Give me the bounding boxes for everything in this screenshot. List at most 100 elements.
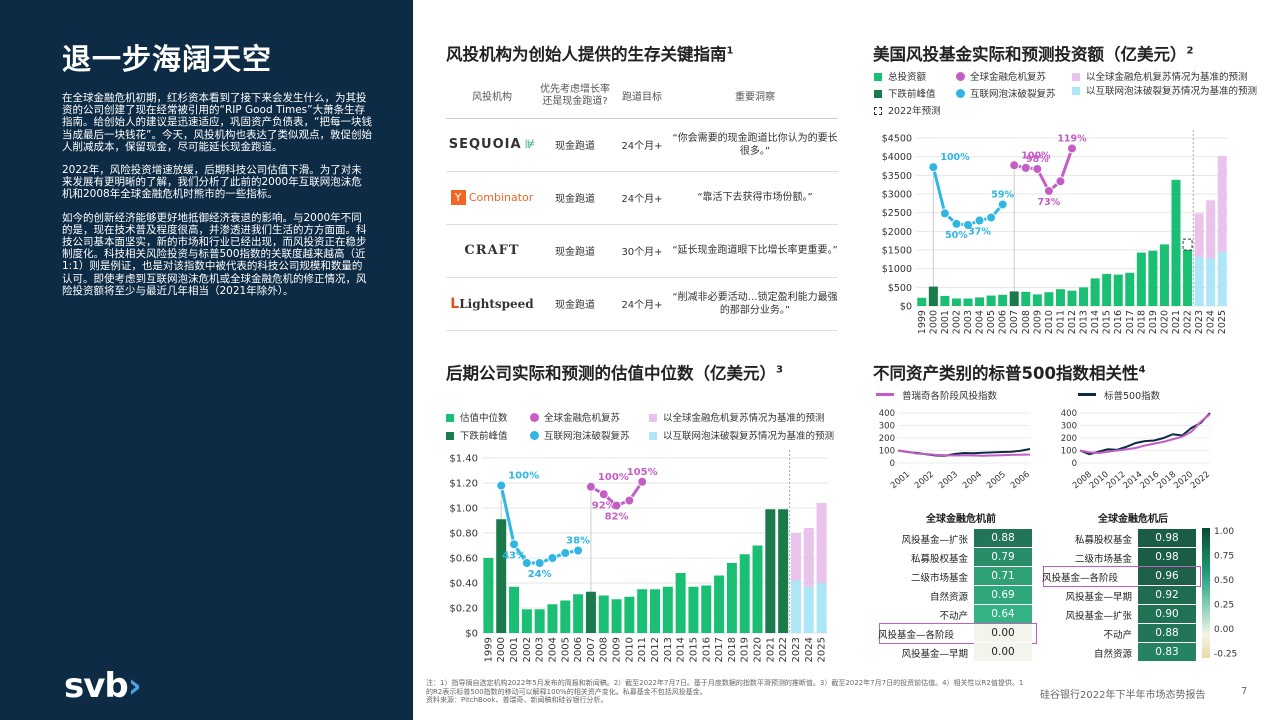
y-tick-label: $0.40 [449,579,478,590]
y-tick-label: $0.20 [449,604,478,615]
x-tick-label: 2003 [963,310,974,334]
bar-2003 [534,609,545,633]
gfc-recovery-label: 105% [627,467,658,478]
dotcom-recovery-point [974,215,985,226]
bar-2011 [1055,289,1065,306]
dotcom-recovery-point [560,548,571,558]
intro-paragraph-3: 如今的创新经济能够更好地抵御经济衰退的影响。与2000年不同的是，现在技术普及程… [62,211,367,297]
y-tick-label: 100 [1061,447,1077,457]
legend-item: 以互联网泡沫破裂复苏情况为基准的预测 [649,428,834,442]
bar-2013 [1079,287,1089,306]
x-tick-label: 2019 [1148,310,1159,334]
heatmap-row: 二级市场基金 0.98 [1044,548,1214,567]
x-tick-label: 2022 [778,637,789,662]
dotcom-recovery-point [951,218,962,229]
y-tick-label: $1.00 [449,504,478,515]
heatmap-cell: 0.71 [974,567,1032,585]
y-tick-label: $1500 [882,246,912,257]
legend-item: 下跌前峰值 [874,86,936,100]
x-tick-label: 2021 [765,637,776,662]
x-tick-label: 2007 [586,637,597,662]
gfc-recovery-point [1067,143,1077,154]
forecast-dotcom-bar-2023 [790,580,801,633]
x-tick-label: 2001 [509,637,520,662]
vc-index-line [897,449,1031,457]
x-tick-label: 2016 [1113,310,1124,334]
x-tick-label: 2007 [1009,310,1020,334]
bar-1999 [917,297,927,306]
x-tick-label: 2023 [1194,310,1205,334]
x-tick-label: 2021 [1171,310,1182,334]
y-tick-label: 0 [1072,459,1077,469]
gfc-recovery-point [1032,163,1043,174]
bar-2001 [509,586,520,633]
chart1-plot: $0 $500 $1000 $1500 $2000 $2500 $3000 $3500 $400… [882,130,1228,334]
y-tick-label: $3500 [882,171,912,182]
x-tick-label: 2009 [612,637,623,662]
x-tick-label: 2005 [985,470,1008,492]
intro-paragraph-1: 在全球金融危机初期，红杉资本看到了接下来会发生什么，为其投资的公司创建了现在经常… [62,92,372,153]
dotcom-recovery-point [509,539,520,550]
heatmap-row: 私募股权基金 0.98 [1044,529,1214,548]
y-tick-label: $3000 [882,190,912,201]
x-tick-label: 2015 [688,637,699,662]
heatmap-cell: 0.88 [1138,624,1196,642]
x-tick-label: 2022 [1183,310,1194,334]
guide-header-row: 风投机构 优先考虑增长率还是现金跑道? 跑道目标 重要洞察 [446,74,838,119]
heatmap-cell: 0.64 [974,605,1032,623]
x-tick-label: 1999 [917,310,928,334]
heatmap-pre-title: 全球金融危机前 [926,514,996,525]
chart1-title: 美国风投基金实际和预测投资额（亿美元）2 [873,45,1194,64]
gfc-recovery-label: 82% [605,512,629,523]
firm-logo-craft: CRAFT [446,224,538,278]
x-tick-label: 2014 [676,637,687,662]
bar-2010 [624,596,635,633]
x-tick-label: 2001 [940,310,951,334]
legend-item: 以全球金融危机复苏情况为基准的预测 [649,410,825,424]
x-tick-label: 2025 [817,637,828,662]
gfc-recovery-point [1020,162,1031,173]
intro-paragraph-2: 2022年，风险投资增速放缓，后期科技公司估值下滑。为了对未来发展有更明晰的了解… [62,164,362,201]
bar-2017 [714,575,725,633]
x-tick-label: 2009 [1032,310,1043,334]
heatmap-cell: 0.79 [974,548,1032,566]
bar-2002 [951,298,961,306]
heatmap-row-label: 二级市场基金 [1074,554,1132,565]
heatmap-row-label: 风投基金—各阶段 [877,630,954,641]
y-tick-label: $2000 [882,227,912,238]
legend-item-vc: 普瑞奇各阶段风投指数 [876,388,997,402]
bar-2000 [928,286,938,306]
legend-item-sp500: 标普500指数 [1078,388,1160,402]
heatmap-row-label: 二级市场基金 [910,573,968,584]
legend-item: 下跌前峰值 [446,428,508,442]
heatmap-cell: 0.90 [1138,605,1196,623]
svb-logo: svb› [64,666,142,706]
gfc-recovery-point [585,481,596,492]
bar-2015 [688,586,699,633]
x-tick-label: 2013 [1079,310,1090,334]
bar-2006 [998,294,1008,306]
firm-logo-lightspeed: LLightspeed [446,277,538,331]
dotcom-recovery-label: 38% [566,536,590,547]
vc-index-line [1079,413,1211,455]
intro-text: 在全球金融危机初期，红杉资本看到了接下来会发生什么，为其投资的公司创建了现在经常… [62,92,372,308]
heatmap-row: 风投基金—早期 0.00 [880,643,1050,662]
forecast-gfc-bar-2023 [790,533,801,581]
bar-2007 [585,591,596,633]
heatmap-row: 不动产 0.64 [880,605,1050,624]
gfc-recovery-point [1043,186,1054,197]
dotcom-recovery-label: 59% [991,189,1014,200]
bar-2011 [637,589,648,633]
y-tick-label: 400 [1061,409,1077,419]
chart1-legend: 总投资额 全球金融危机复苏 以全球金融危机复苏情况为基准的预测 下跌前峰值 互联… [874,69,1274,117]
heatmap-cell: 0.92 [1138,586,1196,604]
y-tick-label: $4000 [882,152,912,163]
x-tick-label: 2003 [937,470,960,492]
y-tick-label: $1.20 [449,479,478,490]
scale-tick-label: 0.00 [1214,625,1234,635]
dotcom-recovery-label: 43% [502,550,526,561]
x-tick-label: 2025 [1217,310,1228,334]
x-tick-label: 2002 [522,637,533,662]
forecast-gfc-bar-2023 [1194,213,1204,258]
heatmap-cell: 0.88 [974,529,1032,547]
